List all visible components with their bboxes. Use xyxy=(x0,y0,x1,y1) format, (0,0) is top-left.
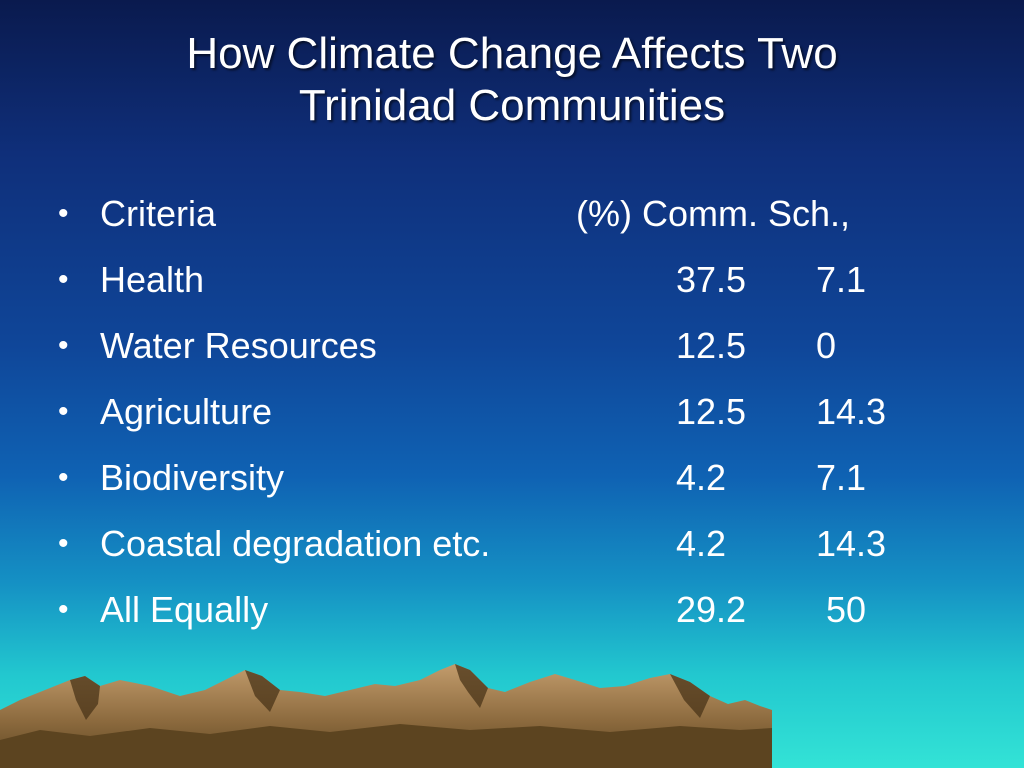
bullet-icon: • xyxy=(58,527,69,560)
criterion-label: All Equally xyxy=(100,589,269,630)
criterion-label: Agriculture xyxy=(100,391,273,432)
sch-value: 50 xyxy=(826,589,867,630)
criterion-label: Health xyxy=(100,259,205,300)
bullet-icon: • xyxy=(58,263,69,296)
criterion-label: Coastal degradation etc. xyxy=(100,523,491,564)
comm-value: 12.5 xyxy=(676,391,747,432)
list-item: • Coastal degradation etc. 4.2 14.3 xyxy=(58,514,998,580)
bullet-icon: • xyxy=(58,197,69,230)
bullet-icon: • xyxy=(58,329,69,362)
criterion-label: Biodiversity xyxy=(100,457,285,498)
comm-value: 4.2 xyxy=(676,457,727,498)
comm-value: 4.2 xyxy=(676,523,727,564)
sch-value: 0 xyxy=(816,325,837,366)
list-item: • Agriculture 12.5 14.3 xyxy=(58,382,998,448)
sch-value: 7.1 xyxy=(816,457,867,498)
mountain-foreground xyxy=(0,724,772,768)
criteria-label: Criteria xyxy=(100,193,217,234)
sch-value: 14.3 xyxy=(816,391,887,432)
comm-value: 12.5 xyxy=(676,325,747,366)
sch-value: 14.3 xyxy=(816,523,887,564)
bullet-icon: • xyxy=(58,593,69,626)
title-line-2: Trinidad Communities xyxy=(298,81,726,130)
sch-value: 7.1 xyxy=(816,259,867,300)
comm-value: 37.5 xyxy=(676,259,747,300)
comm-value: 29.2 xyxy=(676,589,747,630)
list-item-header: • Criteria (%) Comm. Sch., xyxy=(58,184,998,250)
criteria-list: • Criteria (%) Comm. Sch., • Health 37.5… xyxy=(58,184,998,646)
title-line-1: How Climate Change Affects Two xyxy=(186,29,838,78)
list-item: • All Equally 29.2 50 xyxy=(58,580,998,646)
mountain-landscape xyxy=(0,664,772,768)
slide-title: How Climate Change Affects Two Trinidad … xyxy=(0,28,1024,132)
criterion-label: Water Resources xyxy=(100,325,377,366)
bullet-icon: • xyxy=(58,395,69,428)
list-item: • Water Resources 12.5 0 xyxy=(58,316,998,382)
column-headers: (%) Comm. Sch., xyxy=(576,193,851,234)
bullet-icon: • xyxy=(58,461,69,494)
list-item: • Biodiversity 4.2 7.1 xyxy=(58,448,998,514)
list-item: • Health 37.5 7.1 xyxy=(58,250,998,316)
